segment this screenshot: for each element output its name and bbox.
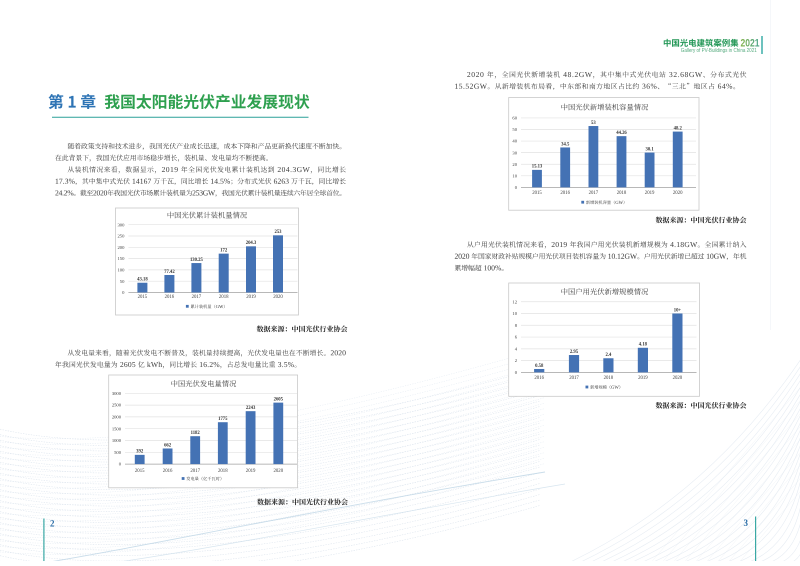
svg-text:2016: 2016 bbox=[560, 191, 570, 196]
svg-text:0: 0 bbox=[515, 185, 518, 190]
svg-text:662: 662 bbox=[164, 443, 172, 448]
svg-text:2018: 2018 bbox=[219, 295, 229, 300]
svg-text:3: 3 bbox=[744, 518, 749, 528]
svg-text:40: 40 bbox=[512, 139, 517, 144]
svg-text:2021: 2021 bbox=[741, 37, 760, 49]
svg-text:1500: 1500 bbox=[112, 426, 122, 431]
svg-text:2017: 2017 bbox=[192, 295, 202, 300]
svg-text:53: 53 bbox=[591, 121, 596, 126]
svg-text:2016: 2016 bbox=[165, 295, 175, 300]
svg-text:2015: 2015 bbox=[135, 469, 145, 474]
svg-text:300: 300 bbox=[118, 222, 126, 227]
svg-text:10: 10 bbox=[512, 311, 517, 316]
svg-text:3000: 3000 bbox=[112, 391, 122, 396]
svg-text:2020: 2020 bbox=[673, 191, 683, 196]
svg-text:2500: 2500 bbox=[112, 403, 122, 408]
svg-text:2605: 2605 bbox=[274, 397, 284, 402]
svg-text:0: 0 bbox=[515, 370, 518, 375]
svg-text:2018: 2018 bbox=[218, 469, 228, 474]
svg-text:2020: 2020 bbox=[273, 295, 283, 300]
svg-text:Gallery of PV-Buildings in Chi: Gallery of PV-Buildings in China 2021 bbox=[681, 48, 757, 54]
svg-text:10: 10 bbox=[512, 173, 517, 178]
svg-text:2019: 2019 bbox=[645, 191, 655, 196]
svg-text:34.5: 34.5 bbox=[561, 142, 570, 147]
svg-text:1000: 1000 bbox=[112, 438, 122, 443]
svg-text:2016: 2016 bbox=[163, 469, 173, 474]
svg-text:2017: 2017 bbox=[190, 469, 200, 474]
svg-text:0: 0 bbox=[119, 462, 122, 467]
svg-text:43.18: 43.18 bbox=[137, 278, 148, 283]
svg-text:2017: 2017 bbox=[569, 376, 579, 381]
svg-text:130.25: 130.25 bbox=[190, 258, 204, 263]
svg-text:12: 12 bbox=[512, 299, 517, 304]
svg-text:204.3: 204.3 bbox=[246, 241, 257, 246]
svg-text:2019: 2019 bbox=[638, 376, 648, 381]
svg-text:172: 172 bbox=[220, 248, 228, 253]
svg-text:2015: 2015 bbox=[138, 295, 148, 300]
svg-text:2.4: 2.4 bbox=[605, 353, 612, 358]
svg-text:2019: 2019 bbox=[246, 469, 256, 474]
svg-text:44.26: 44.26 bbox=[616, 131, 627, 136]
svg-text:6: 6 bbox=[515, 335, 518, 340]
svg-text:253: 253 bbox=[274, 230, 282, 235]
svg-text:392: 392 bbox=[136, 450, 144, 455]
svg-text:1775: 1775 bbox=[218, 417, 228, 422]
svg-text:2020: 2020 bbox=[274, 469, 284, 474]
svg-text:77.42: 77.42 bbox=[164, 270, 175, 275]
svg-text:2018: 2018 bbox=[617, 191, 627, 196]
svg-text:150: 150 bbox=[118, 256, 126, 261]
svg-text:48.2: 48.2 bbox=[674, 126, 683, 131]
svg-text:30: 30 bbox=[512, 150, 517, 155]
svg-text:2017: 2017 bbox=[589, 191, 599, 196]
svg-text:250: 250 bbox=[118, 234, 126, 239]
svg-text:2018: 2018 bbox=[604, 376, 614, 381]
svg-text:1182: 1182 bbox=[191, 431, 201, 436]
svg-text:0: 0 bbox=[122, 290, 125, 295]
svg-text:10+: 10+ bbox=[674, 308, 682, 313]
svg-text:2.95: 2.95 bbox=[570, 350, 579, 355]
svg-text:2016: 2016 bbox=[534, 376, 544, 381]
svg-text:2000: 2000 bbox=[112, 415, 122, 420]
svg-text:4: 4 bbox=[515, 346, 518, 351]
svg-text:200: 200 bbox=[118, 245, 126, 250]
svg-text:500: 500 bbox=[114, 450, 122, 455]
svg-text:60: 60 bbox=[512, 116, 517, 121]
svg-text:2243: 2243 bbox=[246, 406, 256, 411]
svg-text:15.13: 15.13 bbox=[532, 165, 543, 170]
svg-text:0.58: 0.58 bbox=[535, 364, 544, 369]
svg-text:2020: 2020 bbox=[673, 376, 683, 381]
svg-text:2019: 2019 bbox=[246, 295, 256, 300]
svg-text:2: 2 bbox=[50, 519, 55, 529]
svg-text:100: 100 bbox=[118, 268, 126, 273]
svg-text:2: 2 bbox=[515, 358, 518, 363]
svg-text:50: 50 bbox=[120, 279, 125, 284]
svg-text:50: 50 bbox=[512, 127, 517, 132]
svg-text:20: 20 bbox=[512, 162, 517, 167]
svg-text:4.18: 4.18 bbox=[639, 343, 648, 348]
svg-text:30.1: 30.1 bbox=[645, 147, 654, 152]
svg-text:2015: 2015 bbox=[532, 191, 542, 196]
svg-text:8: 8 bbox=[515, 323, 518, 328]
